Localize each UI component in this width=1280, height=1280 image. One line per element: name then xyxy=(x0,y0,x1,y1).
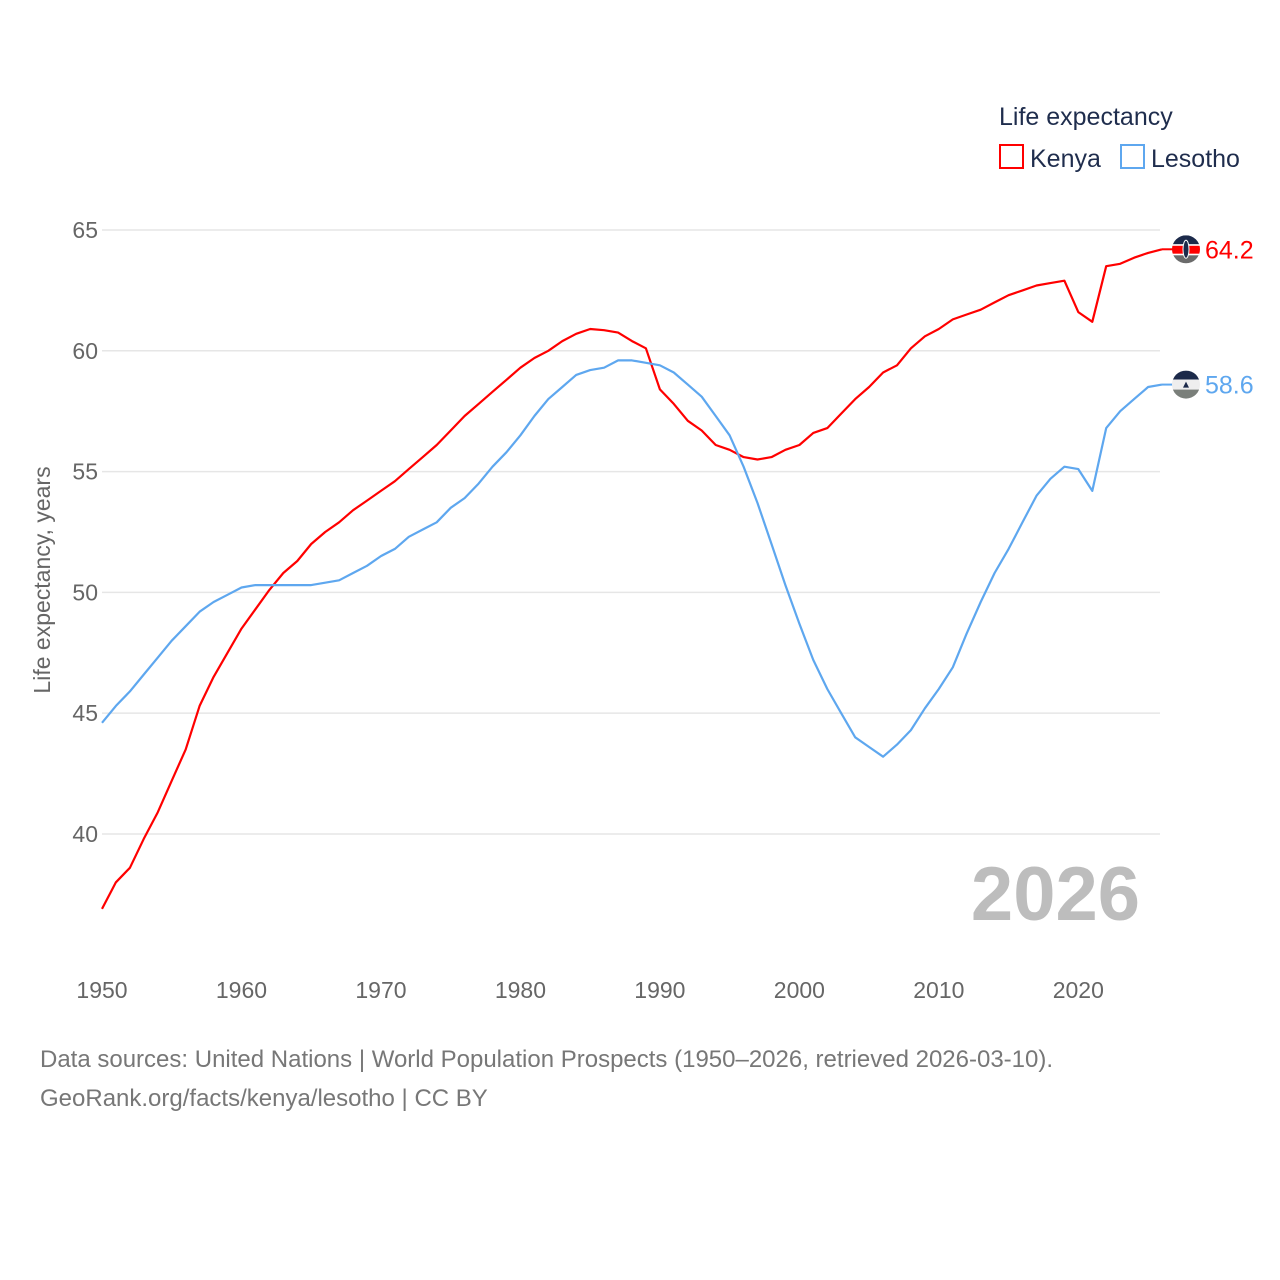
x-tick-label: 2010 xyxy=(913,977,964,1003)
legend-swatch-kenya xyxy=(999,144,1024,169)
y-tick-label: 45 xyxy=(72,700,98,726)
y-tick-label: 50 xyxy=(72,579,98,605)
series-line-lesotho[interactable] xyxy=(101,359,1163,758)
x-tick-label: 1990 xyxy=(634,977,685,1003)
y-tick-label: 60 xyxy=(72,338,98,364)
x-tick-label: 1950 xyxy=(76,977,127,1003)
year-label: 2026 xyxy=(971,852,1140,937)
life-expectancy-chart: 40 45 50 55 60 65 1950 1960 1970 1980 1990 2000 2010… xyxy=(29,103,1254,1003)
legend: Life expectancy Kenya Lesotho xyxy=(999,103,1240,173)
end-value-label-kenya: 64.2 xyxy=(1205,236,1254,264)
footer-sources: Data sources: United Nations | World Pop… xyxy=(40,1046,1054,1073)
y-axis-label: Life expectancy, years xyxy=(29,466,55,693)
legend-label-lesotho[interactable]: Lesotho xyxy=(1151,145,1240,173)
flag-lesotho-icon xyxy=(1172,370,1200,399)
x-tick-label: 2020 xyxy=(1053,977,1104,1003)
footer-link[interactable]: GeoRank.org/facts/kenya/lesotho | CC BY xyxy=(40,1085,488,1112)
x-tick-label: 1970 xyxy=(355,977,406,1003)
series-line-kenya[interactable] xyxy=(101,248,1163,910)
x-tick-label: 2000 xyxy=(774,977,825,1003)
legend-swatch-lesotho xyxy=(1120,144,1145,169)
flag-kenya-icon xyxy=(1172,235,1200,264)
legend-label-kenya[interactable]: Kenya xyxy=(1030,145,1101,173)
y-tick-label: 55 xyxy=(72,459,98,485)
legend-title: Life expectancy xyxy=(999,103,1173,131)
y-tick-label: 65 xyxy=(72,217,98,243)
end-value-label-lesotho: 58.6 xyxy=(1205,372,1254,400)
x-tick-label: 1980 xyxy=(495,977,546,1003)
x-tick-label: 1960 xyxy=(216,977,267,1003)
y-tick-label: 40 xyxy=(72,821,98,847)
